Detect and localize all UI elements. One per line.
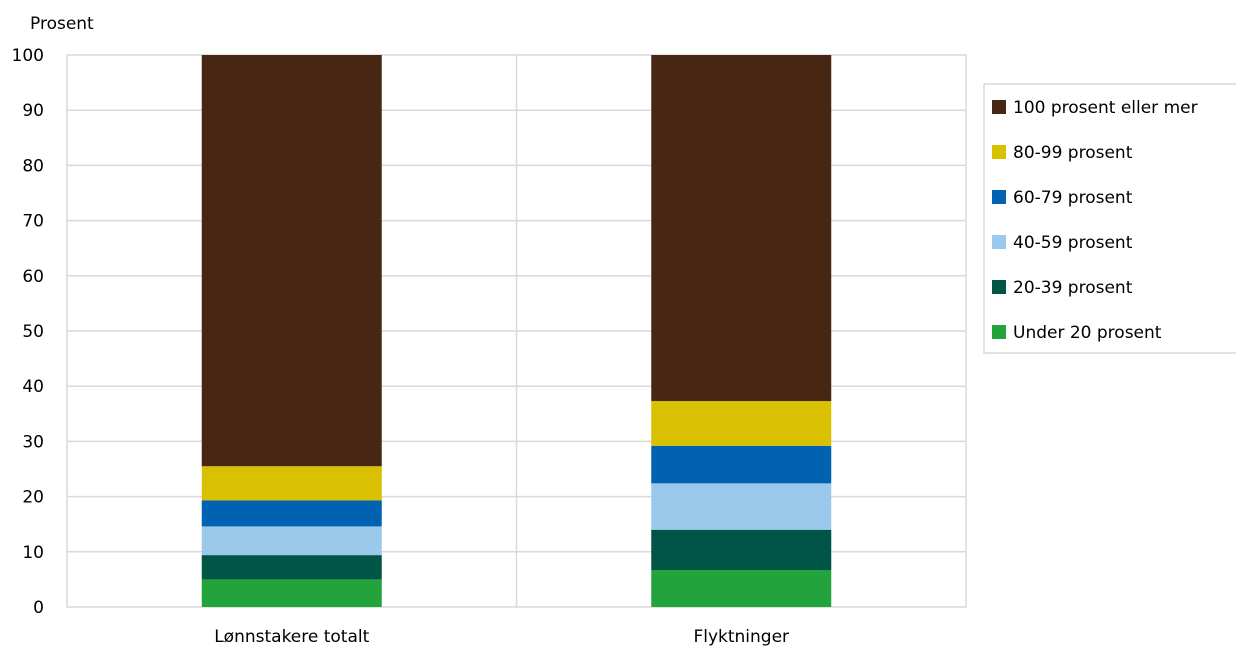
y-tick-label: 80	[22, 156, 44, 176]
y-tick-label: 40	[22, 377, 44, 397]
category-label: Lønnstakere totalt	[214, 627, 369, 647]
bar-segment	[651, 483, 832, 530]
y-tick-label: 0	[33, 598, 44, 618]
y-tick-label: 10	[22, 543, 44, 563]
bar-segment	[651, 55, 832, 402]
legend-swatch	[992, 235, 1006, 249]
category-labels: Lønnstakere totalt Flyktninger	[214, 627, 789, 647]
legend-label: 100 prosent eller mer	[1013, 98, 1198, 118]
bar-segment	[201, 526, 382, 556]
legend-border	[983, 83, 1236, 354]
legend-label: Under 20 prosent	[1013, 323, 1162, 343]
y-tick-label: 90	[22, 101, 44, 121]
bar-segment	[651, 570, 832, 607]
y-axis-ticks: 0 10 20 30 40 50 60 70 80 90 100	[12, 46, 44, 618]
category-label: Flyktninger	[693, 627, 789, 647]
bars	[201, 55, 832, 607]
bar-segment	[201, 466, 382, 501]
y-tick-label: 50	[22, 322, 44, 342]
bar-segment	[201, 579, 382, 607]
legend-swatch	[992, 325, 1006, 339]
bar-segment	[201, 55, 382, 467]
legend-label: 20-39 prosent	[1013, 278, 1133, 298]
legend-label: 40-59 prosent	[1013, 233, 1133, 253]
y-tick-label: 30	[22, 432, 44, 452]
legend-label: 60-79 prosent	[1013, 188, 1133, 208]
legend-swatch	[992, 190, 1006, 204]
legend-swatch	[992, 280, 1006, 294]
y-axis-label: Prosent	[30, 14, 94, 34]
bar-segment	[201, 500, 382, 527]
y-tick-label: 60	[22, 267, 44, 287]
y-tick-label: 100	[12, 46, 44, 66]
legend: 100 prosent eller mer 80-99 prosent 60-79 …	[983, 83, 1236, 354]
legend-swatch	[992, 100, 1006, 114]
bar-segment	[201, 555, 382, 580]
bar-segment	[651, 401, 832, 446]
legend-label: 80-99 prosent	[1013, 143, 1133, 163]
legend-swatch	[992, 145, 1006, 159]
y-tick-label: 70	[22, 212, 44, 232]
bar-segment	[651, 445, 832, 484]
bar-segment	[651, 529, 832, 571]
y-tick-label: 20	[22, 488, 44, 508]
